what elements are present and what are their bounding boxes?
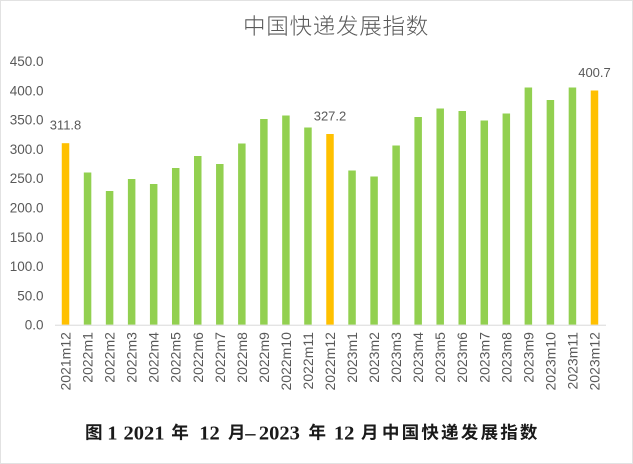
svg-text:2022m7: 2022m7 xyxy=(212,332,228,383)
svg-text:2022m4: 2022m4 xyxy=(146,332,162,383)
svg-text:311.8: 311.8 xyxy=(50,118,82,133)
svg-text:2023m1: 2023m1 xyxy=(344,332,360,383)
svg-text:2022m6: 2022m6 xyxy=(190,332,206,383)
svg-text:2023m8: 2023m8 xyxy=(498,332,514,383)
svg-text:2023m11: 2023m11 xyxy=(564,332,580,390)
svg-text:2023m7: 2023m7 xyxy=(476,332,492,383)
svg-text:0.0: 0.0 xyxy=(25,318,44,333)
svg-text:12: 12 xyxy=(334,423,355,445)
svg-text:2022m12: 2022m12 xyxy=(322,332,338,391)
svg-text:1: 1 xyxy=(107,423,117,445)
svg-text:2023m12: 2023m12 xyxy=(587,332,603,391)
svg-text:350.0: 350.0 xyxy=(10,113,44,128)
svg-text:50.0: 50.0 xyxy=(17,288,43,303)
svg-text:–: – xyxy=(244,423,256,445)
svg-text:2022m3: 2022m3 xyxy=(124,332,140,383)
svg-text:2022m1: 2022m1 xyxy=(80,332,96,383)
svg-text:100.0: 100.0 xyxy=(10,259,44,274)
svg-text:2023m2: 2023m2 xyxy=(366,332,382,383)
svg-text:2023m9: 2023m9 xyxy=(520,332,536,383)
svg-text:200.0: 200.0 xyxy=(10,201,44,216)
svg-text:2023: 2023 xyxy=(259,423,300,445)
svg-text:2022m8: 2022m8 xyxy=(234,332,250,383)
svg-text:300.0: 300.0 xyxy=(10,142,44,157)
svg-text:2022m2: 2022m2 xyxy=(102,332,118,383)
svg-text:250.0: 250.0 xyxy=(10,171,44,186)
svg-text:12: 12 xyxy=(199,423,220,445)
svg-text:450.0: 450.0 xyxy=(10,54,44,69)
svg-text:2023m10: 2023m10 xyxy=(542,332,558,391)
svg-text:2023m3: 2023m3 xyxy=(388,332,404,383)
svg-text:400.7: 400.7 xyxy=(578,65,611,80)
svg-text:2023m6: 2023m6 xyxy=(454,332,470,383)
svg-text:2023m4: 2023m4 xyxy=(410,332,426,383)
svg-text:2023m5: 2023m5 xyxy=(432,332,448,383)
svg-text:2021: 2021 xyxy=(124,423,165,445)
svg-text:2021m12: 2021m12 xyxy=(58,332,74,391)
svg-text:2022m11: 2022m11 xyxy=(300,332,316,390)
svg-text:150.0: 150.0 xyxy=(10,230,44,245)
svg-text:327.2: 327.2 xyxy=(314,109,347,124)
svg-text:2022m9: 2022m9 xyxy=(256,332,272,383)
svg-text:2022m10: 2022m10 xyxy=(278,332,294,391)
svg-text:400.0: 400.0 xyxy=(10,83,44,98)
svg-text:2022m5: 2022m5 xyxy=(168,332,184,383)
